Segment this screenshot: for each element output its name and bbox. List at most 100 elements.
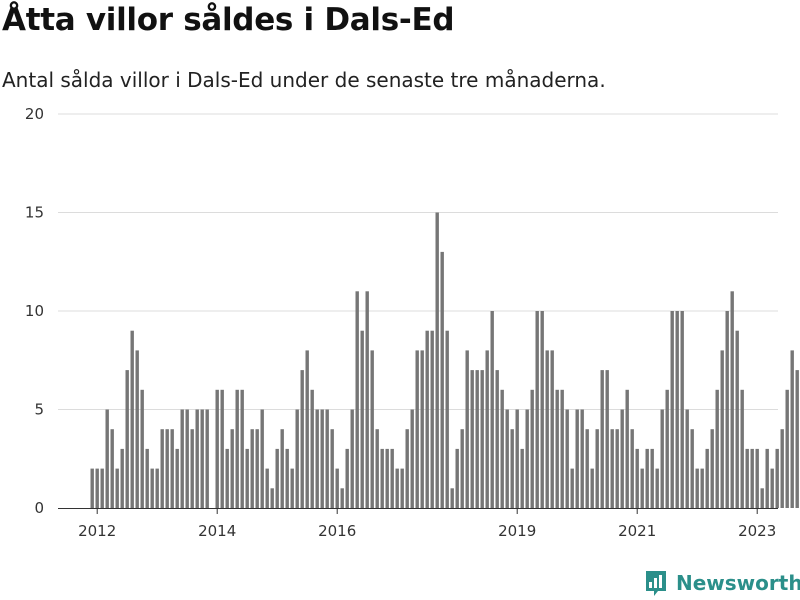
bar <box>345 448 349 508</box>
bar <box>760 488 764 508</box>
bar <box>695 468 699 508</box>
x-tick-label: 2012 <box>78 522 116 540</box>
bar <box>255 429 259 508</box>
bar <box>550 350 554 508</box>
y-tick-label: 10 <box>25 302 44 320</box>
chart-title: Åtta villor såldes i Dals-Ed <box>2 2 455 38</box>
bar <box>185 409 189 508</box>
bar <box>450 488 454 508</box>
bar <box>700 468 704 508</box>
bar <box>570 468 574 508</box>
bar <box>510 429 514 508</box>
bar <box>145 448 149 508</box>
bar <box>230 429 234 508</box>
bar <box>410 409 414 508</box>
bar <box>710 429 714 508</box>
bar <box>655 468 659 508</box>
bar <box>140 389 144 508</box>
bar <box>190 429 194 508</box>
chart-subtitle: Antal sålda villor i Dals-Ed under de se… <box>2 68 606 92</box>
y-tick-label: 20 <box>25 105 44 123</box>
bar <box>385 448 389 508</box>
bar <box>725 311 729 508</box>
bar <box>285 448 289 508</box>
bar <box>575 409 579 508</box>
bar <box>600 370 604 508</box>
bar <box>620 409 624 508</box>
x-tick-label: 2014 <box>198 522 236 540</box>
bar <box>645 448 649 508</box>
bar <box>310 389 314 508</box>
bar <box>115 468 119 508</box>
bar <box>610 429 614 508</box>
bar <box>530 389 534 508</box>
bar <box>265 468 269 508</box>
bar <box>395 468 399 508</box>
bar <box>225 448 229 508</box>
bar <box>280 429 284 508</box>
bar <box>405 429 409 508</box>
x-axis: 2012201420162019202120232025 <box>58 508 778 540</box>
bar <box>585 429 589 508</box>
bar <box>580 409 584 508</box>
bar <box>635 448 639 508</box>
bar <box>290 468 294 508</box>
bar <box>320 409 324 508</box>
bar <box>490 311 494 508</box>
bar <box>560 389 564 508</box>
bar <box>135 350 139 508</box>
bar <box>465 350 469 508</box>
bar <box>470 370 474 508</box>
bar <box>365 291 369 508</box>
bar <box>350 409 354 508</box>
bar <box>460 429 464 508</box>
bar <box>200 409 204 508</box>
y-tick-label: 15 <box>25 204 44 222</box>
bar <box>375 429 379 508</box>
bar <box>300 370 304 508</box>
bar <box>335 468 339 508</box>
bar <box>680 311 684 508</box>
bar <box>95 468 99 508</box>
bar <box>325 409 329 508</box>
bar <box>520 448 524 508</box>
bar <box>615 429 619 508</box>
bar <box>505 409 509 508</box>
bar <box>795 370 799 508</box>
bar <box>315 409 319 508</box>
bar <box>780 429 784 508</box>
bar <box>455 448 459 508</box>
bar <box>435 212 439 508</box>
bar <box>400 468 404 508</box>
bar <box>125 370 129 508</box>
bar <box>535 311 539 508</box>
bar <box>235 389 239 508</box>
bar <box>175 448 179 508</box>
bar <box>485 350 489 508</box>
bar <box>640 468 644 508</box>
bar <box>515 409 519 508</box>
bar <box>540 311 544 508</box>
bar <box>670 311 674 508</box>
bar <box>445 330 449 508</box>
y-tick-label: 5 <box>34 401 44 419</box>
bar <box>270 488 274 508</box>
bar <box>195 409 199 508</box>
bar <box>105 409 109 508</box>
bar <box>740 389 744 508</box>
bar <box>730 291 734 508</box>
newsworthy-logo-icon <box>646 571 666 596</box>
bar <box>685 409 689 508</box>
x-tick-label: 2019 <box>498 522 536 540</box>
y-tick-label: 0 <box>34 499 44 517</box>
bar <box>100 468 104 508</box>
bar <box>155 468 159 508</box>
bar <box>425 330 429 508</box>
bar <box>160 429 164 508</box>
bar <box>430 330 434 508</box>
bar <box>130 330 134 508</box>
bar <box>605 370 609 508</box>
bar <box>660 409 664 508</box>
bar <box>755 448 759 508</box>
